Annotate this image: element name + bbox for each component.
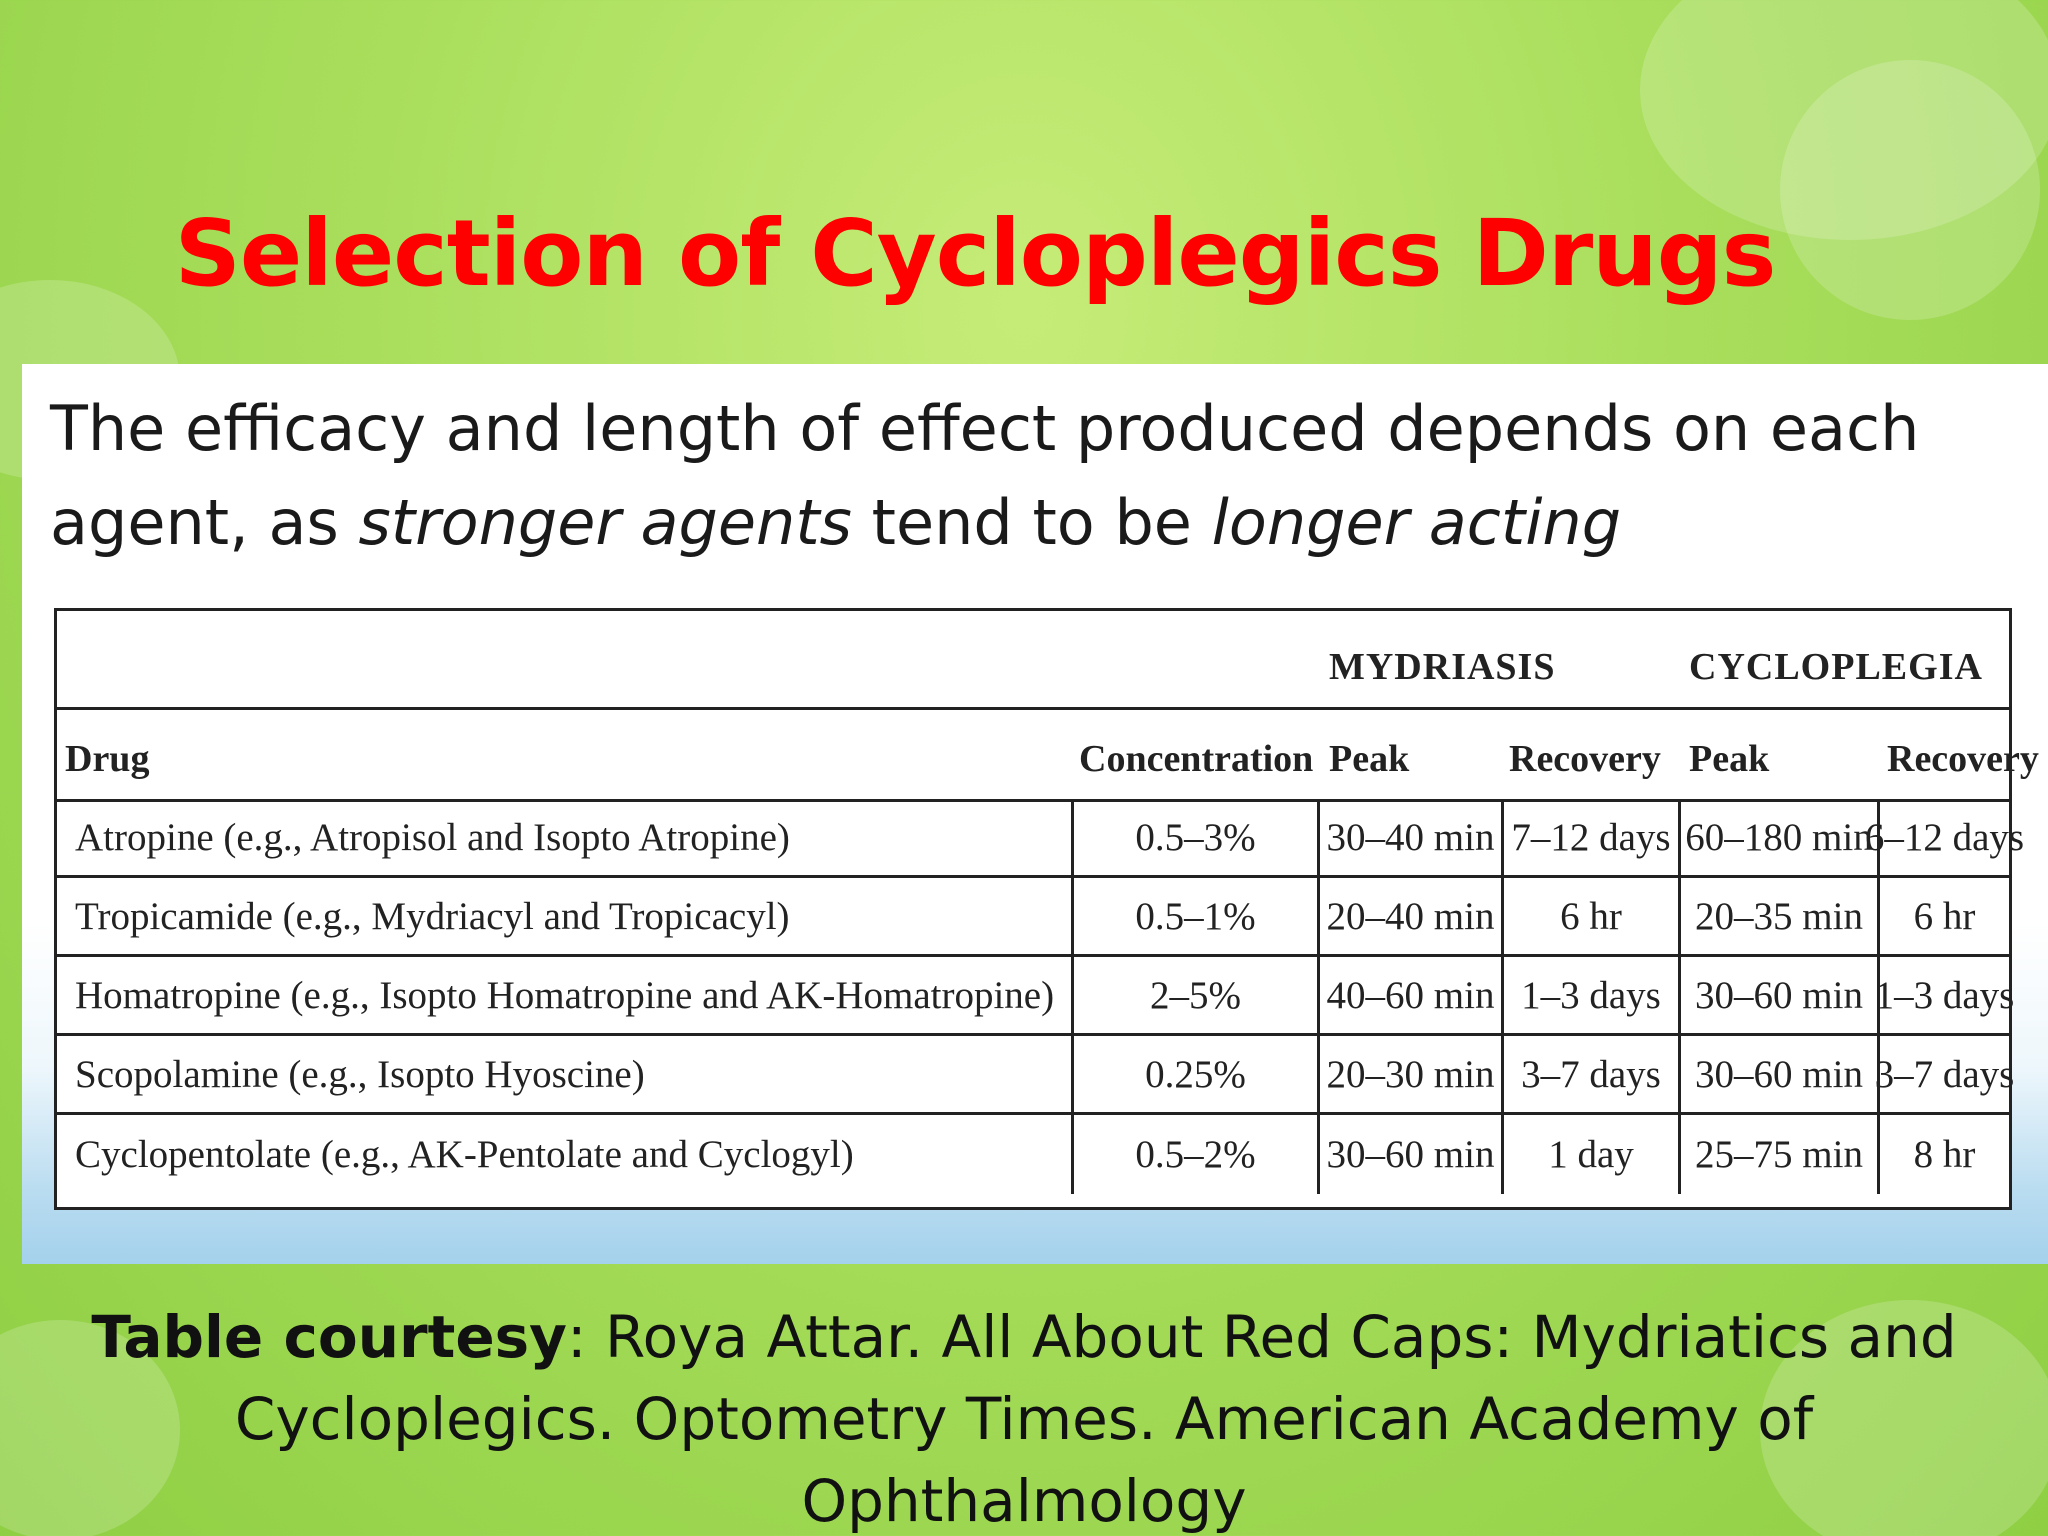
source-caption: Table courtesy: Roya Attar. All About Re… [0, 1296, 2048, 1536]
cell-cycloplegia-peak: 25–75 min [1678, 1115, 1877, 1194]
cell-mydriasis-peak: 20–30 min [1317, 1036, 1501, 1112]
cell-concentration: 0.25% [1071, 1036, 1317, 1112]
cell-drug: Atropine (e.g., Atropisol and Isopto Atr… [75, 815, 790, 859]
cell-concentration: 0.5–3% [1071, 799, 1317, 875]
intro-text-part: The efficacy and length of effect produc… [50, 392, 1920, 559]
cell-cycloplegia-recovery: 3–7 days [1875, 1036, 2014, 1112]
column-header-mydriasis-peak: Peak [1329, 738, 1410, 780]
table-row: Homatropine (e.g., Isopto Homatropine an… [57, 957, 2014, 1036]
table-row: Cyclopentolate (e.g., AK-Pentolate and C… [57, 1115, 2009, 1194]
cell-mydriasis-peak: 20–40 min [1317, 878, 1501, 954]
drug-table: MYDRIASIS CYCLOPLEGIA Drug Concentration… [54, 608, 2039, 1210]
cell-cycloplegia-peak: 60–180 min [1678, 799, 1877, 875]
slide-title: Selection of Cycloplegics Drugs [174, 200, 1777, 307]
cell-cycloplegia-recovery: 1–3 days [1875, 957, 2014, 1033]
cell-mydriasis-recovery: 1–3 days [1501, 957, 1678, 1033]
caption-line-3: Ophthalmology [801, 1467, 1247, 1535]
background-butterfly-shape [1640, 0, 2048, 240]
intro-emphasis-longer: longer acting [1211, 486, 1622, 559]
column-header-mydriasis-recovery: Recovery [1509, 738, 1661, 780]
table-group-header-row: MYDRIASIS CYCLOPLEGIA [57, 611, 2009, 710]
table-header-row: Drug Concentration Peak Recovery Peak Re… [57, 707, 2039, 802]
cell-mydriasis-recovery: 1 day [1501, 1115, 1678, 1194]
column-header-drug: Drug [65, 738, 150, 780]
content-panel: The efficacy and length of effect produc… [22, 364, 2048, 1264]
cell-mydriasis-recovery: 6 hr [1501, 878, 1678, 954]
column-header-concentration: Concentration [1079, 738, 1314, 780]
cell-drug: Homatropine (e.g., Isopto Homatropine an… [75, 973, 1055, 1017]
intro-emphasis-stronger: stronger agents [358, 486, 852, 559]
cell-cycloplegia-peak: 30–60 min [1678, 1036, 1877, 1112]
cell-drug: Cyclopentolate (e.g., AK-Pentolate and C… [75, 1133, 854, 1176]
cell-cycloplegia-recovery: 6 hr [1877, 878, 2009, 954]
intro-text: The efficacy and length of effect produc… [50, 382, 2010, 570]
column-header-cycloplegia-peak: Peak [1689, 738, 1770, 780]
group-header-cycloplegia: CYCLOPLEGIA [1689, 646, 1983, 688]
cell-mydriasis-peak: 30–40 min [1317, 799, 1501, 875]
table-row: Atropine (e.g., Atropisol and Isopto Atr… [57, 799, 2024, 878]
column-header-cycloplegia-recovery: Recovery [1887, 738, 2039, 780]
caption-label: Table courtesy [91, 1303, 567, 1371]
cell-drug: Scopolamine (e.g., Isopto Hyoscine) [75, 1052, 645, 1096]
caption-line-2: Cycloplegics. Optometry Times. American … [234, 1385, 1814, 1453]
cell-drug: Tropicamide (e.g., Mydriacyl and Tropica… [75, 894, 790, 938]
caption-line-1: : Roya Attar. All About Red Caps: Mydria… [566, 1303, 1957, 1371]
cell-concentration: 2–5% [1071, 957, 1317, 1033]
cell-cycloplegia-peak: 30–60 min [1678, 957, 1877, 1033]
background-butterfly-shape [1780, 60, 2040, 320]
table-body: Atropine (e.g., Atropisol and Isopto Atr… [57, 799, 2024, 1194]
background-butterfly-shape [1760, 1300, 2048, 1536]
cell-cycloplegia-peak: 20–35 min [1678, 878, 1877, 954]
group-header-mydriasis: MYDRIASIS [1329, 646, 1556, 688]
cell-concentration: 0.5–2% [1071, 1115, 1317, 1194]
cell-concentration: 0.5–1% [1071, 878, 1317, 954]
cell-mydriasis-recovery: 7–12 days [1501, 799, 1678, 875]
intro-text-part: tend to be [851, 486, 1212, 559]
cell-mydriasis-recovery: 3–7 days [1501, 1036, 1678, 1112]
cell-mydriasis-peak: 30–60 min [1317, 1115, 1501, 1194]
cell-mydriasis-peak: 40–60 min [1317, 957, 1501, 1033]
cell-cycloplegia-recovery: 8 hr [1877, 1115, 2009, 1194]
table-row: Tropicamide (e.g., Mydriacyl and Tropica… [57, 878, 2009, 957]
cell-cycloplegia-recovery: 6–12 days [1865, 799, 2024, 875]
caption-line: Table courtesy: Roya Attar. All About Re… [0, 1296, 2048, 1378]
table-row: Scopolamine (e.g., Isopto Hyoscine) 0.25… [57, 1036, 2014, 1115]
